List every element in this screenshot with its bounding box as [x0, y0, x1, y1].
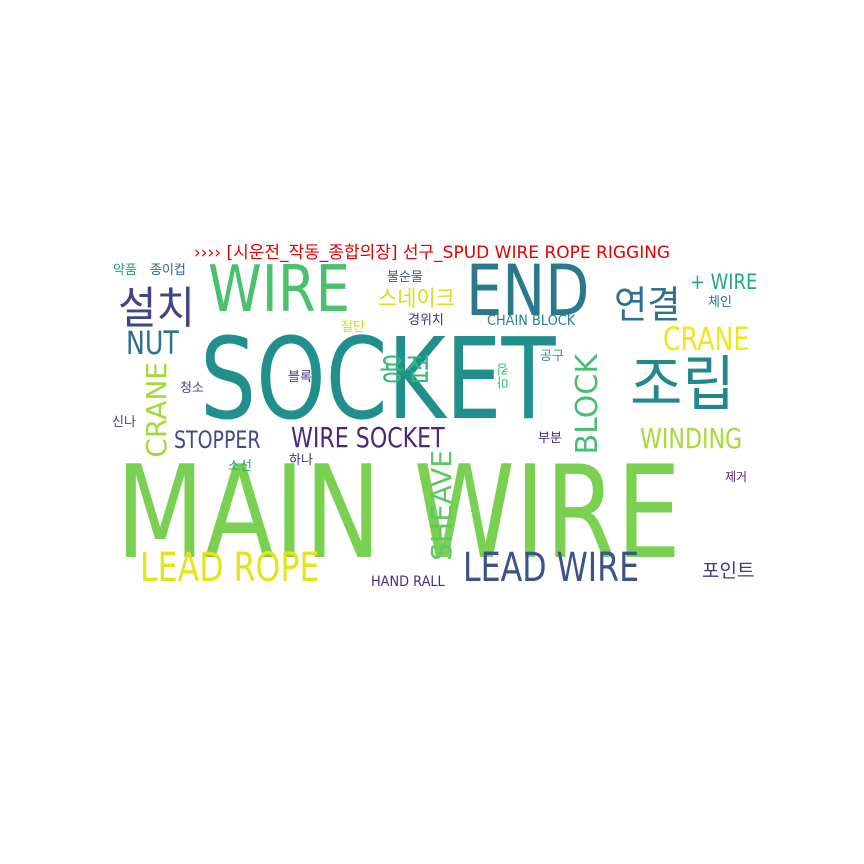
word-socket: SOCKET [200, 315, 556, 445]
word-winding: WINDING [640, 422, 743, 455]
word-chein: 체인 [708, 295, 732, 310]
word-beullok: 블록 [288, 370, 312, 385]
word-yongjeop: 용접 [379, 353, 432, 388]
word-nut: NUT [126, 324, 179, 362]
word-pointeu: 포인트 [702, 560, 755, 582]
word-chain-block: CHAIN BLOCK [487, 313, 576, 329]
word-stopper: STOPPER [174, 426, 261, 454]
word-lead-rope: LEAD ROPE [140, 545, 320, 591]
word-block: BLOCK [570, 354, 605, 455]
word-lead-wire: LEAD WIRE [463, 545, 640, 591]
word-wire: WIRE [208, 253, 351, 327]
word-jorip: 조립 [630, 350, 735, 420]
word-wire-socket: WIRE SOCKET [291, 421, 445, 454]
word-seuneik: 스네이크 [378, 287, 455, 312]
word-crane-vertical: CRANE [140, 362, 173, 458]
word-seolchi: 설치 [118, 283, 195, 334]
word-bubun: 부분 [538, 431, 562, 446]
word-bulsunmul: 불순물 [387, 270, 423, 285]
word-yakpum: 약품 [113, 263, 137, 278]
word-yeongyeol: 연결 [614, 283, 681, 327]
word-gyeongwichi: 경위치 [408, 313, 444, 328]
word-main-wire: MAIN WIRE [116, 439, 682, 588]
word-making: 마킹 [497, 363, 512, 389]
word-cheongso: 청소 [180, 381, 204, 396]
word-hand-rall: HAND RALL [371, 574, 445, 590]
word-hana: 하나 [289, 453, 313, 468]
word-sinna: 신나 [112, 415, 136, 430]
word-crane: CRANE [663, 320, 750, 358]
word-plus-wire: + WIRE [690, 270, 758, 294]
chart-title: ›››› [시운전_작동_종합의장] 선구_SPUD WIRE ROPE RIG… [193, 243, 671, 263]
word-gonggu: 공구 [540, 349, 564, 364]
word-jegeo: 제거 [725, 470, 748, 484]
word-sheave: SHEAVE [425, 450, 458, 561]
word-jongikeop: 종이컵 [150, 263, 186, 278]
word-soseon: 소선 [228, 459, 252, 474]
word-jeoldan: 절단 [341, 320, 365, 335]
word-end: END [466, 250, 590, 332]
